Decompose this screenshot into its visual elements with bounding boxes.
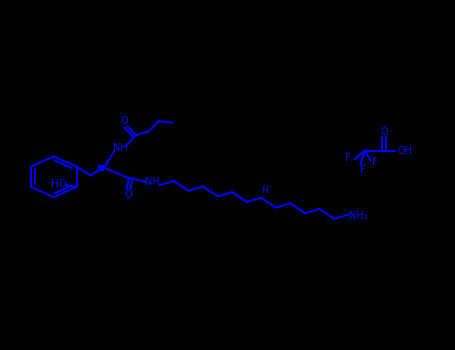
Text: O: O xyxy=(120,116,128,126)
Text: NH₂: NH₂ xyxy=(349,211,368,220)
Text: NH: NH xyxy=(113,143,128,153)
Text: F: F xyxy=(360,165,365,175)
Text: O: O xyxy=(125,190,132,200)
Text: OH: OH xyxy=(398,146,412,155)
Text: O: O xyxy=(380,127,388,137)
Text: H: H xyxy=(262,186,268,195)
Text: F: F xyxy=(372,157,378,167)
Text: NH: NH xyxy=(145,177,160,187)
Text: HO: HO xyxy=(51,179,67,189)
Text: F: F xyxy=(345,153,350,163)
